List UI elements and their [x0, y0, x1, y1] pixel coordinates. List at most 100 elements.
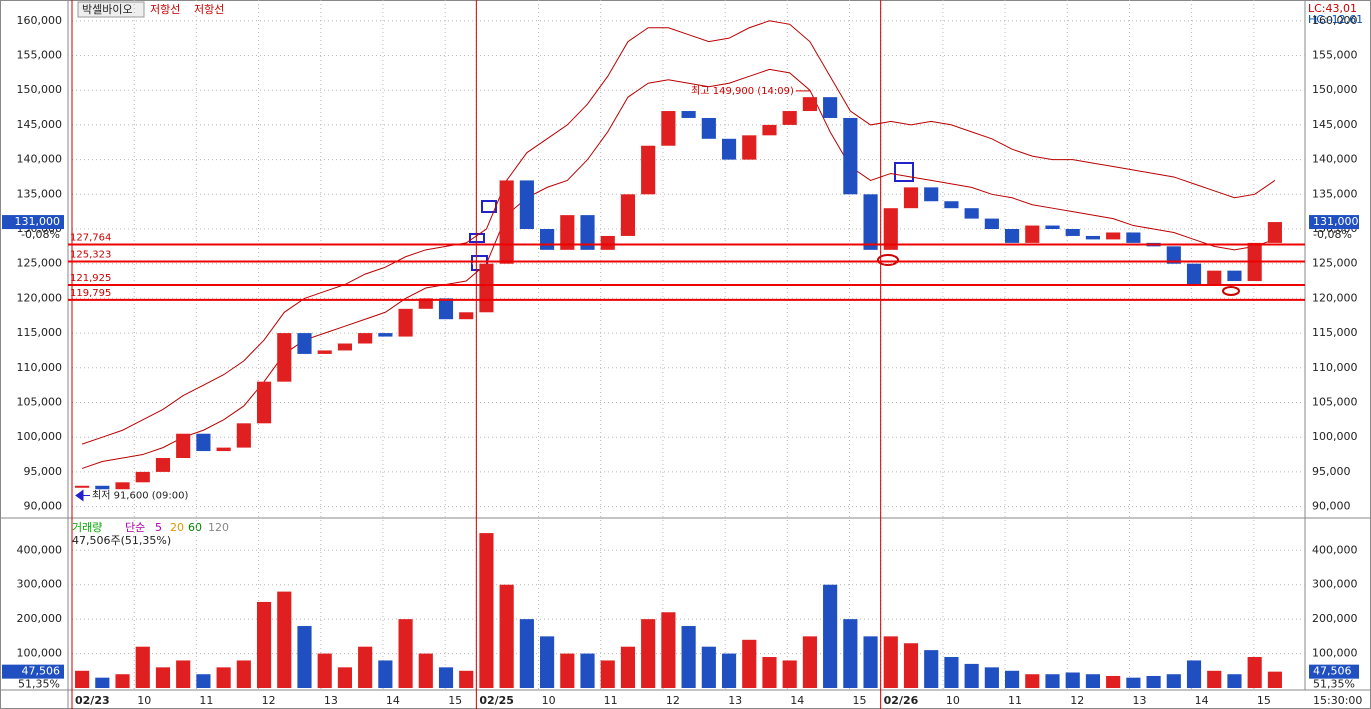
y-tick-label: 140,000	[1312, 153, 1358, 166]
volume-bar	[438, 667, 454, 688]
candle	[115, 482, 130, 490]
candle	[519, 180, 534, 230]
candle	[984, 218, 999, 230]
candle	[641, 145, 656, 195]
y-tick-label: 200,000	[17, 612, 63, 625]
box-marker	[894, 162, 914, 182]
y-tick-label: 95,000	[24, 465, 63, 478]
candle	[135, 471, 150, 483]
candle	[155, 458, 171, 472]
y-tick-label: 100,000	[17, 647, 63, 660]
volume-bar	[863, 636, 878, 688]
x-tick-label: 15	[448, 694, 462, 707]
volume-bar	[378, 660, 393, 688]
vol-legend: 거래량	[72, 521, 102, 534]
candle	[297, 333, 312, 354]
volume-bar	[560, 653, 575, 688]
x-tick-label: 13	[324, 694, 338, 707]
y-tick-label: 105,000	[1312, 395, 1358, 408]
candle	[863, 194, 878, 250]
volume-bar	[681, 626, 696, 688]
circle-marker	[877, 254, 899, 266]
volume-bar	[742, 639, 757, 688]
candle	[236, 423, 251, 448]
volume-bar	[1085, 674, 1101, 688]
x-tick-label: 02/25	[479, 694, 514, 707]
y-tick-label: 200,000	[1312, 612, 1358, 625]
volume-bar	[398, 619, 413, 688]
volume-bar	[620, 646, 636, 688]
volume-bar	[1227, 674, 1242, 688]
x-tick-label: 12	[666, 694, 680, 707]
volume-current: 47,506	[22, 665, 61, 678]
legend-label: 저항선	[194, 3, 224, 16]
y-tick-label: 90,000	[1312, 500, 1351, 513]
candle	[499, 180, 514, 264]
level-label: 127,764	[70, 233, 111, 244]
candle	[337, 343, 353, 351]
x-tick-label: 14	[386, 694, 400, 707]
change-label: -0,08%	[21, 228, 60, 241]
y-tick-label: 150,000	[17, 83, 63, 96]
candle	[1106, 232, 1121, 240]
volume-bar	[256, 601, 272, 688]
volume-bar	[75, 670, 90, 688]
candle	[459, 312, 474, 320]
envelope-line	[81, 20, 1276, 445]
y-tick-label: 110,000	[17, 361, 63, 374]
vol-legend: 단순	[125, 521, 145, 534]
y-tick-label: 145,000	[17, 118, 63, 131]
level-label: 121,925	[70, 273, 111, 284]
y-tick-label: 145,000	[1312, 118, 1358, 131]
y-tick-label: 140,000	[17, 153, 63, 166]
low-label: 최저 91,600 (09:00)	[92, 489, 188, 501]
y-tick-label: 155,000	[1312, 49, 1358, 62]
candle	[317, 350, 332, 354]
volume-box	[2, 664, 64, 679]
candle	[418, 298, 433, 309]
candle	[802, 97, 817, 112]
volume-bar	[984, 667, 999, 688]
volume-bar	[418, 653, 433, 688]
candle	[1207, 270, 1222, 285]
x-tick-label: 10	[542, 694, 556, 707]
volume-bar	[762, 657, 777, 688]
x-tick-label: 11	[199, 694, 213, 707]
volume-bar	[924, 650, 939, 688]
candle	[75, 485, 90, 488]
volume-bar	[1247, 657, 1262, 688]
high-label: 최고 149,900 (14:09)	[691, 85, 794, 97]
candle	[438, 298, 454, 320]
y-tick-label: 90,000	[24, 500, 63, 513]
candle	[540, 229, 555, 250]
candle	[1166, 246, 1181, 264]
y-tick-label: 110,000	[1312, 361, 1358, 374]
volume-bar	[883, 636, 898, 688]
x-tick-label: 12	[1070, 694, 1084, 707]
volume-box	[1309, 664, 1359, 679]
candle	[196, 433, 211, 452]
volume-bar	[216, 667, 231, 688]
candle	[883, 208, 898, 250]
x-tick-label: 02/26	[884, 694, 919, 707]
volume-bar	[964, 663, 979, 688]
volume-bar	[358, 646, 373, 688]
volume-bar	[155, 667, 171, 688]
candle	[256, 381, 272, 424]
volume-bar	[1065, 672, 1080, 688]
x-tick-label: 02/23	[75, 694, 110, 707]
y-tick-label: 105,000	[17, 395, 63, 408]
current-label: 131,000	[1313, 215, 1359, 228]
volume-bar	[600, 660, 615, 688]
volume-bar	[903, 643, 919, 688]
volume-bar	[317, 653, 332, 688]
volume-bar	[1126, 677, 1141, 688]
y-tick-label: 100,000	[1312, 647, 1358, 660]
y-tick-label: 125,000	[1312, 257, 1358, 270]
volume-bar	[802, 636, 817, 688]
volume-bar	[701, 646, 716, 688]
candle	[277, 333, 292, 382]
low-arrow	[75, 489, 90, 502]
volume-bar	[176, 660, 191, 688]
